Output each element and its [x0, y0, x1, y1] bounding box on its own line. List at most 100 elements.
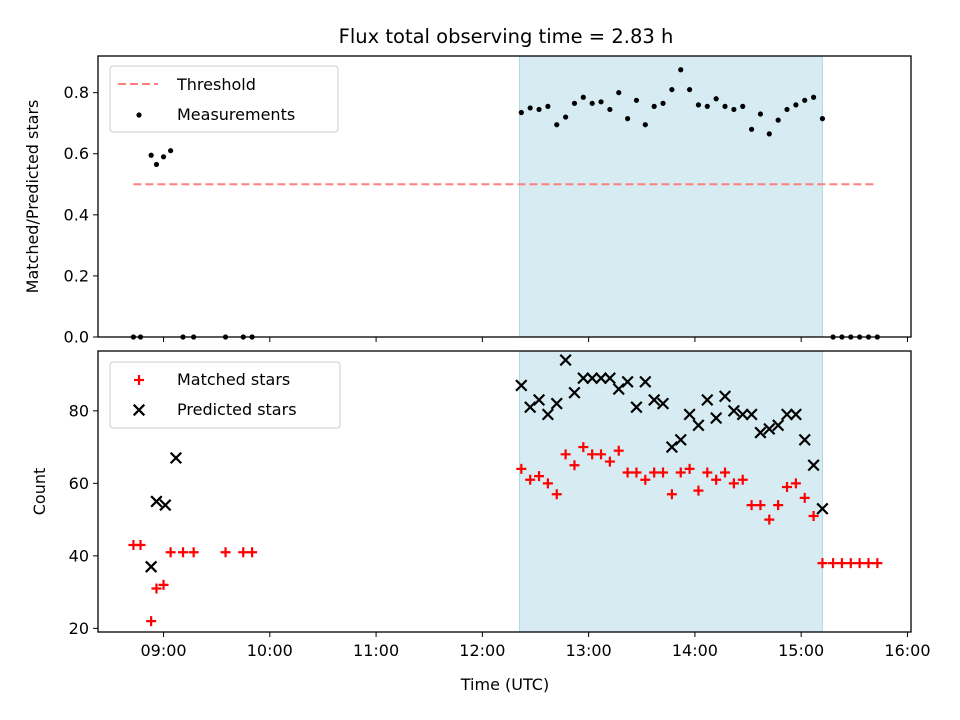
measurement-point: [616, 90, 622, 96]
predicted-star-point: [648, 393, 661, 407]
ytick-label: 80: [69, 401, 89, 420]
legend-predicted-label: Predicted stars: [177, 400, 297, 419]
matched-star-point: [238, 547, 249, 558]
xtick-label: 13:00: [566, 641, 612, 660]
matched-star-point: [872, 558, 883, 569]
legend-top: Threshold Measurements: [109, 65, 339, 133]
measurement-point: [651, 103, 657, 109]
predicted-star-point: [656, 397, 670, 410]
matched-star-point: [587, 449, 598, 460]
matched-star-point: [569, 460, 580, 471]
matched-star-point: [596, 449, 607, 460]
matched-star-point: [773, 500, 784, 511]
matched-star-point: [542, 478, 553, 489]
matched-star-point: [151, 583, 162, 594]
measurement-point: [704, 103, 710, 109]
predicted-star-point: [169, 451, 183, 465]
matched-star-point: [613, 445, 624, 456]
matched-star-point: [640, 474, 651, 485]
measurement-point: [722, 103, 728, 109]
matched-star-point: [764, 514, 775, 525]
predicted-star-point: [780, 408, 794, 421]
ytick-label: 0.0: [64, 328, 89, 347]
measurement-point: [545, 103, 551, 109]
matched-star-point: [165, 547, 176, 558]
predicted-star-point: [807, 459, 820, 472]
predicted-star-point: [559, 353, 572, 367]
predicted-star-point: [710, 411, 723, 425]
matched-star-point: [178, 547, 189, 558]
legend-bottom: Matched stars Predicted stars: [109, 361, 341, 429]
predicted-star-point: [524, 401, 537, 414]
legend-measurement-label: Measurements: [177, 105, 295, 124]
matched-star-point: [525, 474, 536, 485]
chart-title: Flux total observing time = 2.83 h: [339, 25, 674, 48]
matched-star-point: [649, 467, 660, 478]
bottom-panel: 09:00 10:00 11:00 12:00 13:00 14:00 15:00 16:00…: [30, 350, 931, 660]
xtick-label: 09:00: [140, 641, 186, 660]
matched-star-point: [534, 471, 545, 482]
xtick-label: 14:00: [672, 641, 718, 660]
predicted-star-point: [541, 408, 554, 421]
matched-star-point: [146, 616, 157, 627]
predicted-star-point: [701, 393, 714, 407]
matched-star-point: [622, 467, 633, 478]
matched-star-point: [560, 449, 571, 460]
measurement-point: [527, 105, 533, 111]
measurement-point: [686, 86, 693, 93]
predicted-star-point: [159, 499, 172, 512]
legend-measurement-swatch: [136, 112, 142, 118]
ytick-label: 60: [69, 474, 89, 493]
predicted-star-point: [515, 379, 528, 392]
matched-star-point: [808, 510, 819, 521]
matched-star-point: [702, 467, 713, 478]
measurement-point: [748, 126, 755, 132]
ytick-label: 20: [69, 619, 89, 638]
predicted-star-point: [603, 372, 616, 385]
predicted-star-point: [150, 495, 163, 508]
matched-star-point: [188, 547, 199, 558]
matched-star-point: [755, 500, 766, 511]
predicted-star-point: [630, 401, 643, 414]
matched-star-point: [247, 547, 258, 558]
plot-frame-bottom: [97, 350, 912, 633]
measurement-point: [148, 152, 154, 158]
predicted-star-point: [532, 393, 546, 407]
legend-box: [109, 361, 341, 429]
measurement-point: [757, 111, 764, 117]
measurement-point: [160, 154, 167, 160]
matched-star-point: [693, 485, 704, 496]
predicted-star-point: [594, 372, 608, 385]
predicted-star-point: [736, 408, 749, 421]
measurement-point: [589, 100, 595, 106]
predicted-star-point: [665, 441, 678, 454]
xtick-label: 11:00: [353, 641, 399, 660]
matched-star-point: [631, 467, 642, 478]
measurement-point: [518, 109, 524, 116]
matched-star-point: [746, 500, 757, 511]
predicted-star-point: [692, 419, 705, 432]
plot-frame-top: [97, 55, 912, 338]
measurement-point: [810, 94, 817, 100]
measurement-point: [740, 103, 746, 109]
matched-star-point: [604, 456, 615, 467]
predicted-star-point: [798, 433, 811, 446]
legend-threshold-label: Threshold: [176, 75, 256, 94]
predicted-star-point: [718, 390, 732, 403]
xtick-label: 15:00: [778, 641, 824, 660]
predicted-star-point: [577, 372, 590, 385]
predicted-star-point: [683, 408, 696, 421]
predicted-star-point: [754, 426, 767, 439]
predicted-star-point: [789, 408, 802, 421]
measurement-point: [669, 86, 675, 93]
predicted-star-point: [745, 408, 758, 421]
top-panel: 0.00.20.40.60.8 Matched/Predicted stars …: [23, 55, 912, 347]
measurement-point: [563, 114, 569, 120]
measurement-point: [571, 100, 578, 106]
predicted-star-point: [145, 560, 158, 573]
measurement-point: [554, 122, 560, 128]
ytick-label: 0.4: [64, 205, 89, 224]
measurement-point: [819, 116, 826, 122]
measurement-point: [633, 97, 640, 103]
